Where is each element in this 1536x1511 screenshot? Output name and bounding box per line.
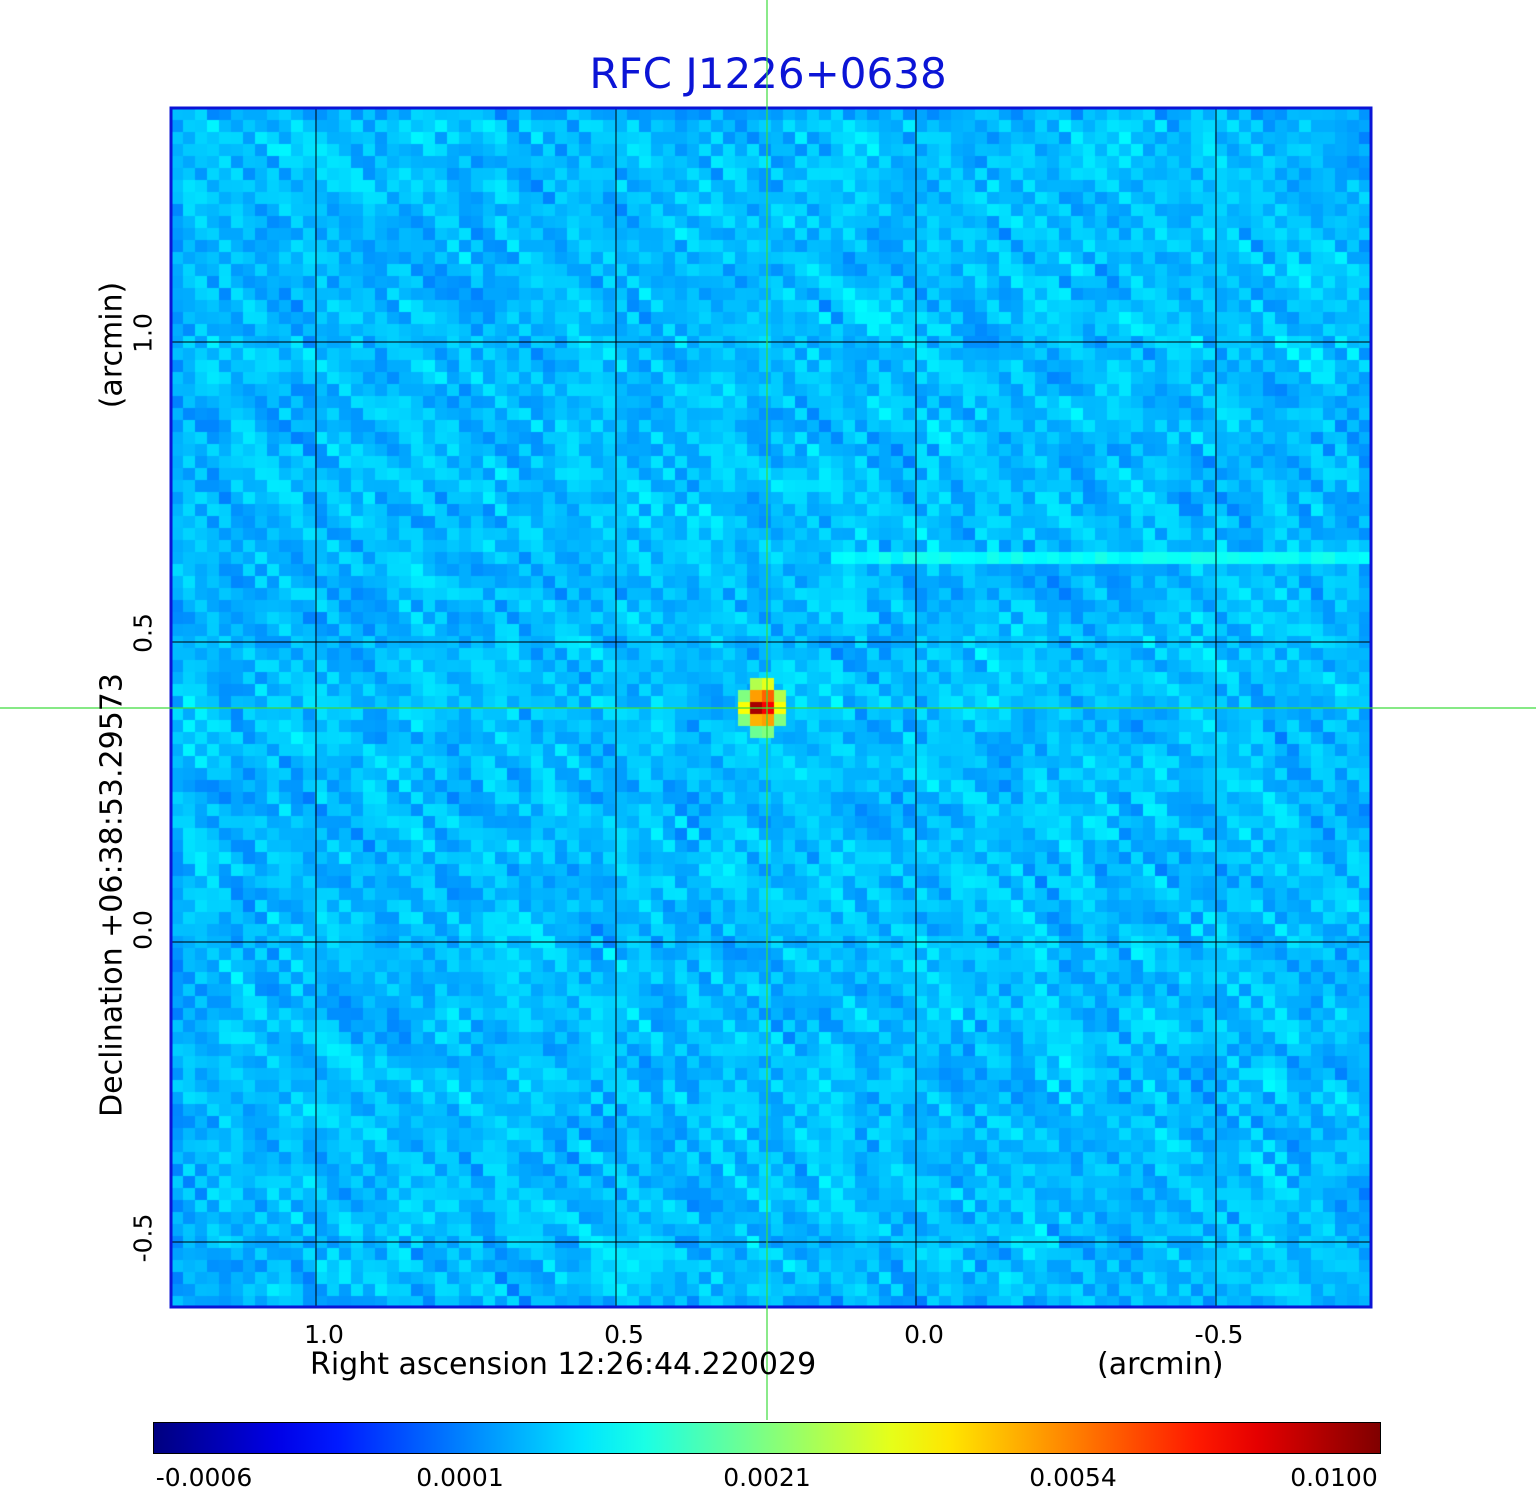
radio-map: [0, 0, 1536, 1420]
x-tick-1.0: 1.0: [304, 1320, 344, 1349]
y-tick-0.0: 0.0: [128, 910, 158, 950]
source-crosshair: [0, 0, 1536, 1420]
x-tick-minus-0.5: -0.5: [1194, 1320, 1244, 1349]
y-tick-1.0: 1.0: [128, 313, 158, 353]
map-title: RFC J1226+0638: [589, 49, 947, 98]
y-tick-minus-0.5: -0.5: [128, 1213, 158, 1263]
y-axis-unit: (arcmin): [94, 281, 130, 409]
x-axis-unit: (arcmin): [1097, 1347, 1224, 1382]
x-axis-label: Right ascension 12:26:44.220029: [310, 1347, 817, 1382]
colorbar-tick-4: 0.0100: [1290, 1463, 1378, 1492]
colorbar-tick-3: 0.0054: [1029, 1463, 1117, 1492]
x-tick-0.0: 0.0: [904, 1320, 944, 1349]
colorbar-tick-1: 0.0001: [416, 1463, 504, 1492]
y-axis-label: Declination +06:38:53.29573: [94, 673, 130, 1117]
colorbar-tick-0: -0.0006: [155, 1463, 253, 1492]
y-tick-0.5: 0.5: [128, 613, 158, 653]
x-tick-0.5: 0.5: [604, 1320, 644, 1349]
colorbar-tick-2: 0.0021: [723, 1463, 811, 1492]
colorbar: [153, 1422, 1381, 1454]
